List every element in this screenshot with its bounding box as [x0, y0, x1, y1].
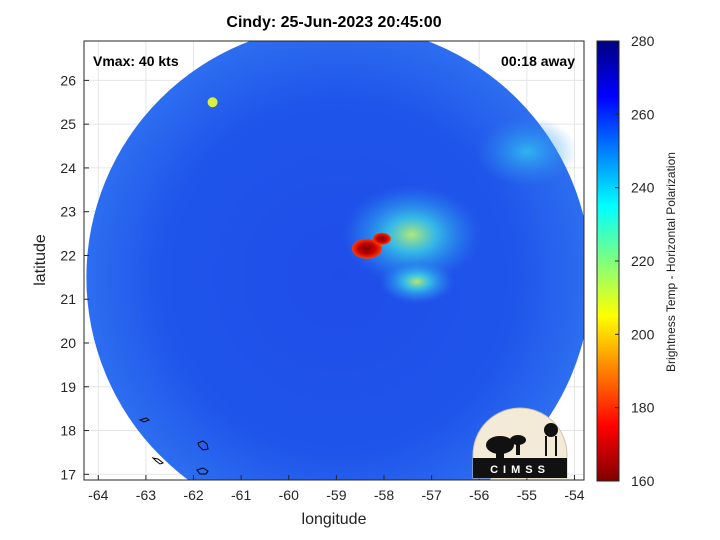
y-tick-label: 23	[60, 204, 76, 220]
time-away-annotation: 00:18 away	[501, 53, 575, 69]
x-axis-label: longitude	[301, 511, 367, 528]
island-coast	[138, 417, 151, 423]
y-tick-label: 26	[60, 72, 76, 88]
colorbar-tick-label: 240	[631, 180, 655, 196]
x-tick-label: -56	[469, 487, 489, 503]
x-tick-label: -63	[136, 487, 156, 503]
y-axis-label: latitude	[32, 234, 49, 286]
coastlines	[138, 417, 209, 475]
plot-border	[83, 40, 585, 481]
colorbar-tick-label: 160	[631, 473, 655, 489]
island-coast	[197, 440, 209, 451]
x-tick-label: -60	[279, 487, 299, 503]
storm-core	[351, 238, 382, 259]
y-tick-label: 25	[60, 116, 76, 132]
y-tick-label: 24	[60, 160, 76, 176]
x-tick-label: -54	[564, 487, 584, 503]
colorbar-tick-label: 220	[631, 253, 655, 269]
colorbar-tick-label: 260	[631, 106, 655, 122]
vmax-annotation: Vmax: 40 kts	[93, 53, 179, 69]
logo-text: CIMSS	[490, 464, 550, 476]
radiometer-swath	[86, 41, 584, 480]
colorbar-tick-label: 180	[631, 400, 655, 416]
y-tick-label: 22	[60, 247, 76, 263]
northeast-rainband	[476, 116, 577, 187]
x-tick-label: -62	[183, 487, 203, 503]
x-axis-ticks: -64 -63 -62 -61 -60 -59 -58 -57 -56 -55 -54	[88, 475, 585, 503]
southern-rainband	[378, 259, 455, 304]
x-tick-label: -58	[374, 487, 394, 503]
convection-area	[341, 184, 482, 285]
colorbar-tick-label: 200	[631, 326, 655, 342]
x-tick-label: -61	[231, 487, 251, 503]
storm-core-secondary	[372, 232, 391, 245]
convective-cell	[207, 97, 218, 108]
plot-title: Cindy: 25-Jun-2023 20:45:00	[226, 14, 442, 31]
island-coast	[196, 467, 209, 475]
colorbar-tick-label: 280	[631, 33, 655, 49]
colorbar-ticks: 160 180 200 220 240 260 280	[615, 33, 655, 489]
cimss-logo: CIMSS	[472, 407, 568, 479]
y-tick-label: 19	[60, 379, 76, 395]
island-coast	[151, 457, 165, 465]
x-tick-label: -64	[88, 487, 108, 503]
y-tick-label: 20	[60, 335, 76, 351]
x-tick-label: -59	[326, 487, 346, 503]
y-axis-ticks: 17 18 19 20 21 22 23 24 25 26	[60, 72, 89, 482]
y-tick-label: 18	[60, 423, 76, 439]
y-tick-label: 21	[60, 291, 76, 307]
x-tick-label: -57	[422, 487, 442, 503]
x-tick-label: -55	[517, 487, 537, 503]
y-tick-label: 17	[60, 466, 76, 482]
colorbar-label: Brightness Temp - Horizontal Polarizatio…	[664, 152, 678, 372]
